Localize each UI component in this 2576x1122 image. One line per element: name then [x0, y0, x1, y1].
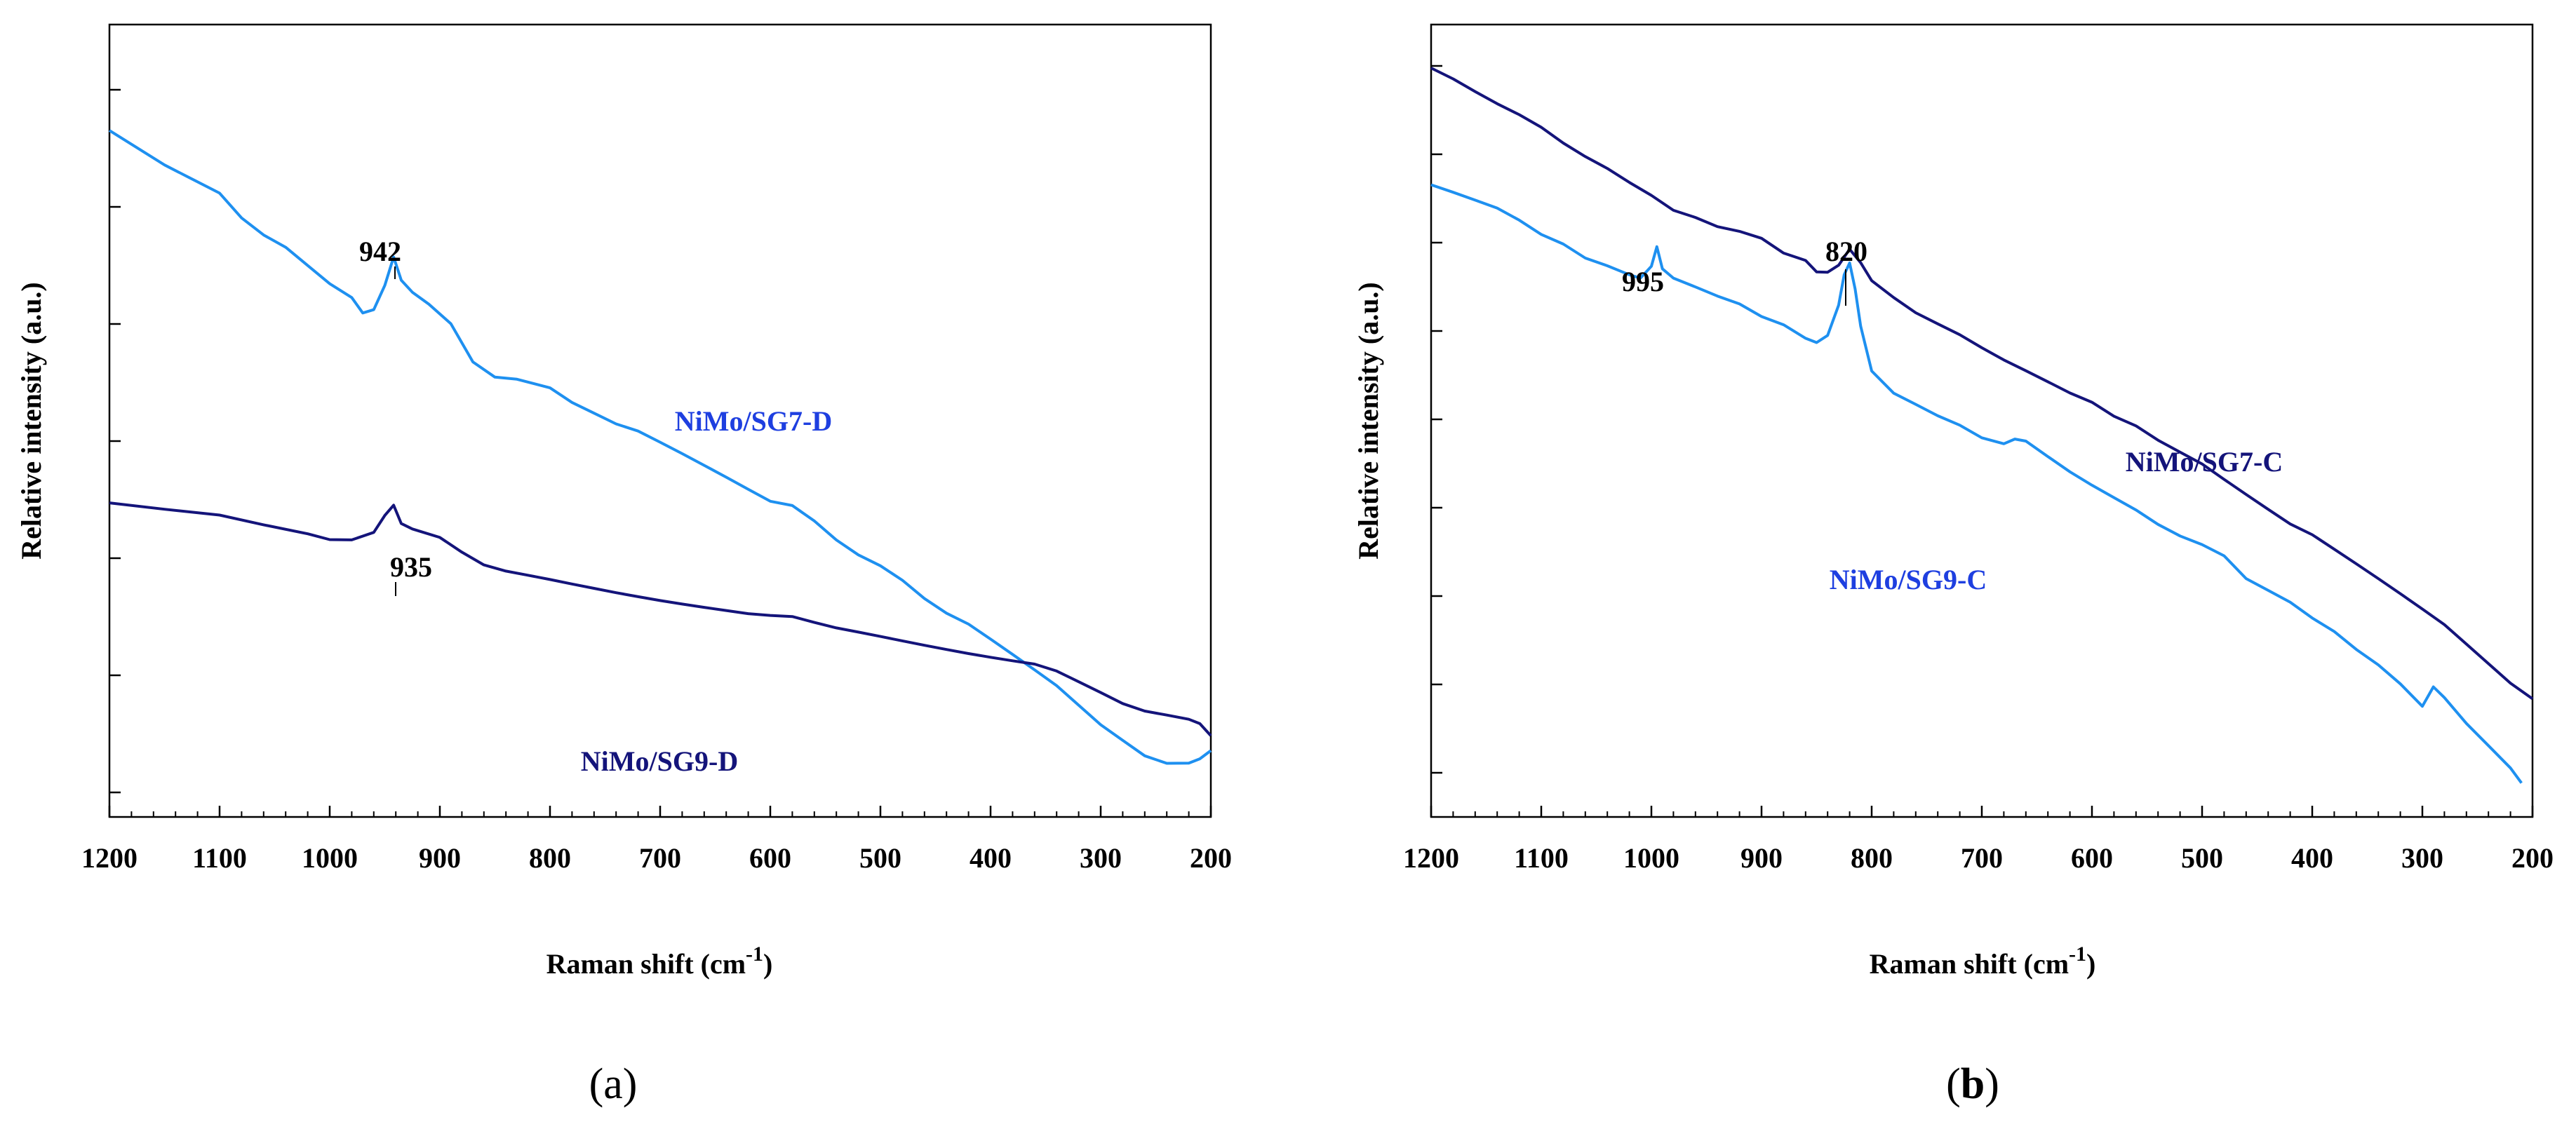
y-ticks-b [1431, 65, 1442, 774]
x-tick-label-1100: 1100 [192, 842, 247, 874]
chart-panel-a: 1200 1100 1000 900 800 700 600 500 400 300 200 Rel… [15, 23, 1232, 1108]
x-tick-labels-b: 1200 1100 1000 900 800 700 600 500 400 300 200 [1403, 842, 2554, 874]
x-tick-label-800: 800 [529, 842, 571, 874]
y-ticks-a [109, 88, 121, 794]
x-tick-label-1100: 1100 [1514, 842, 1569, 874]
x-tick-label-600: 600 [2071, 842, 2113, 874]
x-tick-label-200: 200 [1190, 842, 1232, 874]
x-axis-title-a: Raman shift (cm-1) [546, 942, 773, 980]
x-tick-label-600: 600 [749, 842, 791, 874]
series-label-nimo-sg9-d: NiMo/SG9-D [581, 745, 738, 777]
x-tick-label-1000: 1000 [302, 842, 358, 874]
panel-label-a: (a) [589, 1060, 638, 1108]
x-tick-label-700: 700 [639, 842, 681, 874]
x-tick-label-700: 700 [1961, 842, 2003, 874]
series-line-nimo-sg9-d [109, 501, 1212, 737]
x-tick-label-400: 400 [970, 842, 1012, 874]
y-axis-title-a: Relative intensity (a.u.) [15, 282, 47, 560]
panel-label-b: (b) [1946, 1060, 1999, 1108]
x-ticks-a [108, 806, 1212, 817]
series-label-nimo-sg9-c: NiMo/SG9-C [1830, 564, 1987, 595]
series-lines-a [108, 129, 1212, 765]
x-tick-label-1200: 1200 [1403, 842, 1459, 874]
series-line-nimo-sg9-c [1430, 183, 2523, 784]
x-axis-title-b: Raman shift (cm-1) [1870, 942, 2096, 980]
plot-frame-b [1430, 23, 2534, 818]
series-lines-b [1430, 67, 2534, 784]
y-axis-title-b: Relative intensity (a.u.) [1353, 282, 1384, 560]
x-tick-label-300: 300 [1080, 842, 1122, 874]
x-tick-label-1200: 1200 [81, 842, 137, 874]
series-line-nimo-sg7-d [108, 129, 1212, 765]
x-tick-label-900: 900 [419, 842, 461, 874]
peak-annotation-995: 995 [1622, 266, 1664, 297]
peak-annotation-942: 942 [359, 236, 401, 267]
series-label-nimo-sg7-c: NiMo/SG7-C [2126, 446, 2283, 478]
x-tick-label-300: 300 [2401, 842, 2443, 874]
x-tick-label-1000: 1000 [1623, 842, 1679, 874]
plot-frame-a [108, 23, 1212, 818]
x-tick-label-500: 500 [859, 842, 901, 874]
chart-panel-b: 1200 1100 1000 900 800 700 600 500 400 300 200 Rel… [1353, 23, 2554, 1108]
x-tick-label-800: 800 [1851, 842, 1893, 874]
x-ticks-b [1430, 806, 2534, 817]
series-line-nimo-sg7-c [1430, 67, 2534, 701]
x-tick-label-500: 500 [2181, 842, 2223, 874]
x-tick-label-900: 900 [1740, 842, 1783, 874]
x-tick-label-200: 200 [2511, 842, 2554, 874]
x-tick-labels-a: 1200 1100 1000 900 800 700 600 500 400 300 200 [81, 842, 1232, 874]
peak-annotation-820: 820 [1825, 236, 1867, 267]
x-tick-label-400: 400 [2291, 842, 2333, 874]
series-label-nimo-sg7-d: NiMo/SG7-D [675, 405, 832, 437]
peak-annotation-935: 935 [390, 551, 432, 583]
